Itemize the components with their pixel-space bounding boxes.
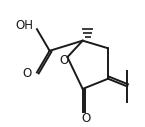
Text: O: O <box>59 54 68 67</box>
Text: OH: OH <box>15 19 33 32</box>
Text: O: O <box>81 112 90 125</box>
Text: O: O <box>22 67 31 80</box>
